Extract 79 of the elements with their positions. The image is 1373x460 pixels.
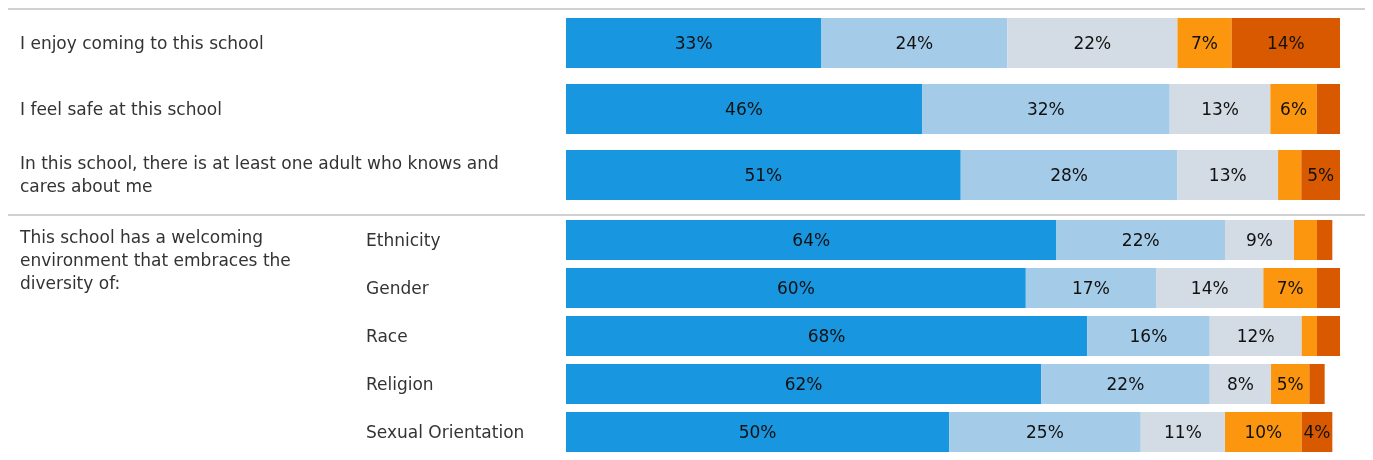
data-label: 50%	[738, 421, 777, 442]
bar	[1270, 84, 1317, 134]
bar	[566, 268, 1026, 308]
bar	[566, 220, 1057, 260]
data-label: 4%	[1303, 421, 1331, 442]
data-label: 24%	[895, 32, 934, 53]
data-label: 22%	[1073, 32, 1112, 53]
data-label: 64%	[792, 229, 831, 250]
bar	[1209, 316, 1302, 356]
data-label: 6%	[1280, 98, 1308, 119]
data-label: 14%	[1190, 277, 1229, 298]
bar	[566, 412, 950, 452]
bar	[1301, 150, 1340, 200]
data-label: 7%	[1276, 277, 1304, 298]
bar	[1156, 268, 1264, 308]
bar	[566, 316, 1088, 356]
data-label: 8%	[1226, 373, 1254, 394]
data-label: 14%	[1266, 32, 1305, 53]
data-label: 28%	[1050, 164, 1088, 185]
y-tick-label: I enjoy coming to this school	[20, 32, 264, 53]
bar	[1301, 316, 1318, 356]
bar	[1231, 18, 1340, 68]
data-label: 22%	[1106, 373, 1145, 394]
y-tick-label: I feel safe at this school	[20, 98, 222, 119]
data-label: 11%	[1164, 421, 1202, 442]
bar	[1169, 84, 1271, 134]
y-tick-label: Religion	[366, 373, 434, 394]
data-label: 13%	[1201, 98, 1239, 119]
data-label: 51%	[744, 164, 783, 185]
bar	[1025, 268, 1157, 308]
data-label: 17%	[1072, 277, 1110, 298]
data-label: 60%	[777, 277, 815, 298]
bar	[1140, 412, 1226, 452]
data-label: 46%	[725, 98, 763, 119]
bar	[1007, 18, 1178, 68]
y-tick-label: Gender	[366, 277, 429, 298]
data-label: 9%	[1246, 229, 1274, 250]
bar	[566, 84, 923, 134]
data-label: 10%	[1244, 421, 1283, 442]
bar	[1316, 84, 1340, 134]
data-label: 5%	[1307, 164, 1335, 185]
data-label: 16%	[1129, 325, 1168, 346]
data-label: 25%	[1026, 421, 1064, 442]
bar	[1225, 220, 1295, 260]
data-label: 12%	[1236, 325, 1275, 346]
bar	[949, 412, 1141, 452]
bar	[1056, 220, 1226, 260]
bar	[922, 84, 1170, 134]
bar	[1278, 150, 1302, 200]
data-label: 68%	[807, 325, 846, 346]
data-label: 22%	[1121, 229, 1160, 250]
y-tick-label: In this school, there is at least one adult who knows and cares about me	[20, 153, 499, 197]
data-label: 33%	[674, 32, 713, 53]
bar	[1225, 412, 1302, 452]
bar	[1294, 220, 1318, 260]
bar	[1177, 150, 1279, 200]
y-tick-label: Sexual Orientation	[366, 421, 525, 442]
bar	[1177, 18, 1232, 68]
bar	[960, 150, 1178, 200]
bar	[1317, 220, 1333, 260]
y-axis-title: This school has a welcoming environment that embraces the diversity of:	[20, 226, 292, 295]
bar	[1087, 316, 1210, 356]
data-label: 5%	[1276, 373, 1304, 394]
data-label: 13%	[1208, 164, 1247, 185]
bar	[566, 364, 1042, 404]
bar	[1263, 268, 1318, 308]
bar	[1317, 268, 1340, 308]
bar	[1309, 364, 1325, 404]
y-tick-label: Race	[366, 325, 408, 346]
bar	[1317, 316, 1340, 356]
bar	[566, 18, 822, 68]
y-tick-label: Ethnicity	[366, 229, 441, 250]
data-label: 32%	[1026, 98, 1065, 119]
bar	[566, 150, 961, 200]
bar	[821, 18, 1008, 68]
bar	[1209, 364, 1272, 404]
bar	[1041, 364, 1210, 404]
data-label: 7%	[1191, 32, 1219, 53]
data-label: 62%	[784, 373, 823, 394]
